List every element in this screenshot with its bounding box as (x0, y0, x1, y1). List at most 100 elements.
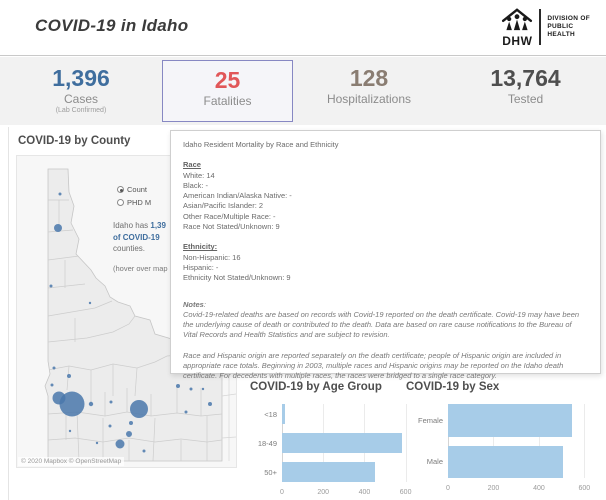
gridline (405, 404, 407, 482)
race-line: Black: - (183, 180, 209, 190)
county-case-bubble[interactable] (142, 449, 146, 453)
bar-row: Female (406, 404, 598, 437)
x-tick-label: 0 (280, 489, 284, 496)
county-case-bubble[interactable] (95, 441, 99, 445)
case-bubble-layer[interactable] (49, 192, 213, 453)
bar-50+[interactable] (282, 462, 375, 482)
category-label: 18-49 (257, 438, 277, 448)
fatalities-label: Fatalities (203, 94, 252, 108)
county-case-bubble[interactable] (115, 439, 125, 449)
county-case-bubble[interactable] (126, 431, 132, 437)
radio-option-phd[interactable]: PHD M (117, 196, 151, 209)
neighbor-state-lines (221, 373, 236, 461)
sex-chart: COVID-19 by Sex 0 200 400 600 Female Male (406, 381, 602, 492)
notes-heading: Notes: (183, 299, 206, 309)
race-line: Race Not Stated/Unknown: 9 (183, 222, 280, 232)
category-label: Male (426, 457, 443, 467)
x-tick-label: 400 (533, 485, 545, 492)
county-case-bubble[interactable] (88, 301, 92, 305)
summary-stats-band: 1,396 Cases (Lab Confirmed) 25 Fatalitie… (0, 57, 606, 125)
logo-division-line: PUBLIC (547, 23, 574, 30)
map-mode-radio-group: Count PHD M (117, 183, 151, 209)
ethnicity-section: Ethnicity: Non-Hispanic: 16 Hispanic: - Et… (183, 242, 588, 283)
county-case-bubble[interactable] (208, 402, 212, 406)
stat-cases[interactable]: 1,396 Cases (Lab Confirmed) (0, 57, 162, 125)
map-summary-text: Idaho has 1,39 of COVID-19 counties. (ho… (113, 220, 193, 274)
logo-division-line: HEALTH (547, 31, 576, 38)
cases-label: Cases (63, 92, 98, 106)
county-case-bubble[interactable] (129, 421, 133, 425)
bar-track (282, 462, 418, 482)
bar-track (282, 433, 418, 453)
chart-grid: 0 200 400 600 (446, 404, 598, 492)
map-attribution[interactable]: © 2020 Mapbox © OpenStreetMap (18, 457, 125, 466)
mortality-tooltip: Idaho Resident Mortality by Race and Eth… (170, 130, 601, 380)
bar-18-49[interactable] (282, 433, 402, 453)
radio-unselected-icon[interactable] (117, 199, 124, 206)
tested-label: Tested (507, 92, 544, 106)
x-tick-label: 600 (578, 485, 591, 492)
age-chart-title: COVID-19 by Age Group (250, 381, 382, 393)
logo-division-line: DIVISION OF (547, 15, 590, 22)
logo-acronym: DHW (502, 34, 533, 48)
notes-section: Notes: Covid-19-related deaths are based… (183, 300, 588, 382)
bar-row: 50+ (250, 462, 418, 482)
county-case-bubble[interactable] (52, 366, 56, 370)
hover-instruction: (hover over map (113, 263, 168, 273)
county-case-bubble[interactable] (184, 410, 188, 414)
blurb-line-1: Idaho has 1,39 (113, 221, 166, 230)
bar-<18[interactable] (282, 404, 285, 424)
radio-selected-icon[interactable] (117, 186, 124, 193)
county-case-bubble[interactable] (130, 400, 148, 418)
county-case-bubble[interactable] (50, 383, 54, 387)
blurb-line-2: of COVID-19 (113, 232, 160, 242)
race-line: Asian/Pacific Islander: 2 (183, 201, 264, 211)
bar-row: <18 (250, 404, 418, 424)
stat-hospitalizations[interactable]: 128 Hospitalizations (293, 57, 445, 125)
bar-row: 18-49 (250, 433, 418, 453)
bar-Female[interactable] (448, 404, 572, 437)
fatalities-value: 25 (214, 67, 241, 93)
county-case-bubble[interactable] (88, 401, 94, 407)
ethnicity-line: Ethnicity Not Stated/Unknown: 9 (183, 273, 291, 283)
panel-divider (8, 127, 9, 500)
ethnicity-heading: Ethnicity: (183, 242, 218, 252)
dhw-logo: DHW DIVISION OF PUBLIC HEALTH (500, 7, 590, 47)
logo-division-text: DIVISION OF PUBLIC HEALTH (547, 15, 590, 39)
gridline (584, 404, 586, 478)
race-line: American Indian/Alaska Native: - (183, 191, 292, 201)
county-case-bubble[interactable] (109, 400, 113, 404)
dhw-family-house-icon (502, 8, 533, 31)
bar-track (448, 445, 598, 478)
notes-paragraph: Race and Hispanic origin are reported se… (183, 350, 564, 381)
bar-track (282, 404, 418, 424)
county-case-bubble[interactable] (54, 224, 62, 232)
cases-value: 1,396 (52, 65, 110, 91)
sex-chart-title: COVID-19 by Sex (406, 381, 500, 393)
category-label: 50+ (264, 467, 277, 477)
county-case-bubble[interactable] (58, 192, 62, 196)
gridline (493, 404, 495, 478)
county-case-bubble[interactable] (108, 424, 112, 428)
ethnicity-line: Hispanic: - (183, 262, 219, 272)
county-case-bubble[interactable] (59, 391, 85, 417)
county-case-bubble[interactable] (176, 384, 180, 388)
bar-row: Male (406, 445, 598, 478)
county-case-bubble[interactable] (201, 387, 205, 391)
gridline (448, 404, 449, 478)
race-heading: Race (183, 160, 201, 170)
county-case-bubble[interactable] (189, 387, 193, 391)
gridline (538, 404, 540, 478)
tested-value: 13,764 (490, 65, 561, 91)
page-title: COVID-19 in Idaho (35, 16, 189, 35)
stat-tested[interactable]: 13,764 Tested (445, 57, 606, 125)
radio-option-county[interactable]: Count (117, 183, 151, 196)
county-case-bubble[interactable] (67, 374, 71, 378)
county-case-bubble[interactable] (49, 284, 53, 288)
hospitalizations-label: Hospitalizations (326, 92, 412, 106)
county-case-bubble[interactable] (68, 429, 72, 433)
stat-fatalities-selected[interactable]: 25 Fatalities (162, 60, 293, 122)
race-section: Race White: 14 Black: - American Indian/Al… (183, 160, 588, 232)
idaho-state-shape (44, 168, 223, 462)
bar-Male[interactable] (448, 445, 563, 478)
